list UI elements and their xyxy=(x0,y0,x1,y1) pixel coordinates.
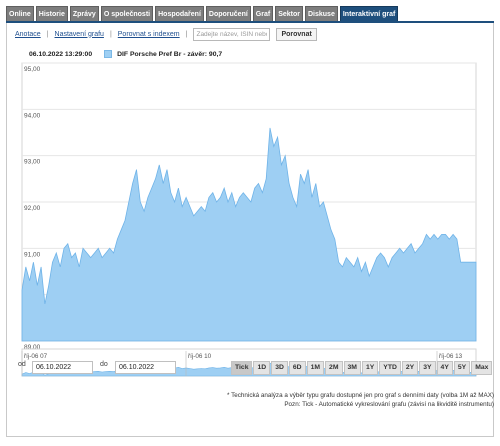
from-label: od xyxy=(18,361,26,368)
y-tick-label: 94,00 xyxy=(24,112,41,119)
chart-notes: * Technická analýza a výběr typu grafu d… xyxy=(227,392,494,409)
tab-doporuceni[interactable]: Doporučení xyxy=(205,6,251,22)
tab-underline xyxy=(6,21,494,23)
range-button-max[interactable]: Max xyxy=(471,361,493,375)
tab-hospodareni[interactable]: Hospodaření xyxy=(155,6,204,22)
separator: | xyxy=(185,30,188,38)
range-button-2m[interactable]: 2M xyxy=(325,361,343,375)
tab-interaktivni-graf[interactable]: Interaktivní graf xyxy=(339,6,399,22)
range-buttons: Tick 1D 3D 6D 1M 2M 3M 1Y YTD 2Y 3Y 4Y 5Y Max xyxy=(231,361,493,375)
compare-button[interactable]: Porovnat xyxy=(276,27,317,41)
note-technical-analysis: * Technická analýza a výběr typu grafu d… xyxy=(227,392,494,399)
to-label: do xyxy=(100,361,108,368)
legend-datetime: 06.10.2022 13:29:00 xyxy=(29,50,93,58)
analysis-link[interactable]: Anotace xyxy=(15,30,41,38)
range-button-3m[interactable]: 3M xyxy=(343,361,361,375)
tab-sektor[interactable]: Sektor xyxy=(275,6,303,22)
tab-zpravy[interactable]: Zprávy xyxy=(69,6,99,22)
tab-historie[interactable]: Historie xyxy=(35,6,68,22)
y-tick-label: 92,00 xyxy=(24,205,41,212)
date-from-input[interactable] xyxy=(32,361,93,374)
range-button-1m[interactable]: 1M xyxy=(306,361,325,375)
separator: | xyxy=(109,30,112,38)
date-to-input[interactable] xyxy=(115,361,176,374)
tab-o-spolecnosti[interactable]: O společnosti xyxy=(100,6,154,22)
note-tick: Pozn: Tick - Automatické vykreslování gr… xyxy=(284,400,494,408)
navigator-tick-label: říj-06 13 xyxy=(439,353,463,360)
navigator-tick-label: říj-06 07 xyxy=(24,353,48,360)
range-button-2y[interactable]: 2Y xyxy=(401,361,419,375)
range-button-6d[interactable]: 6D xyxy=(288,361,306,375)
compare-search-input[interactable] xyxy=(193,27,271,41)
compare-index-link[interactable]: Porovnat s indexem xyxy=(117,30,180,38)
tab-online[interactable]: Online xyxy=(6,6,34,22)
range-button-1d[interactable]: 1D xyxy=(253,361,271,375)
range-button-ytd[interactable]: YTD xyxy=(379,361,401,375)
tab-graf[interactable]: Graf xyxy=(252,6,274,22)
y-tick-label: 93,00 xyxy=(24,159,41,166)
legend-swatch xyxy=(104,50,113,58)
chart-toolbar: Anotace | Nastavení grafu | Porovnat s i… xyxy=(15,27,317,41)
y-tick-label: 89,00 xyxy=(24,344,41,351)
range-button-1y[interactable]: 1Y xyxy=(361,361,379,375)
navigator-tick-label: říj-06 10 xyxy=(188,353,212,360)
range-button-3d[interactable]: 3D xyxy=(271,361,288,375)
y-tick-label: 95,00 xyxy=(24,66,41,73)
range-button-3y[interactable]: 3Y xyxy=(419,361,436,375)
range-button-4y[interactable]: 4Y xyxy=(436,361,453,375)
legend-series-label: DIF Porsche Pref Br - závěr: 90,7 xyxy=(117,50,223,58)
tab-diskuse[interactable]: Diskuse xyxy=(305,6,338,22)
chart-panel: Anotace | Nastavení grafu | Porovnat s i… xyxy=(6,23,494,437)
price-area-series xyxy=(21,127,477,342)
range-button-5y[interactable]: 5Y xyxy=(453,361,471,375)
y-tick-label: 91,00 xyxy=(24,251,41,258)
tab-bar: Online Historie Zprávy O společnosti Hospoda… xyxy=(6,6,399,22)
chart-legend: 06.10.2022 13:29:00 DIF Porsche Pref Br … xyxy=(29,49,222,59)
chart-settings-link[interactable]: Nastavení grafu xyxy=(54,30,104,38)
range-button-tick[interactable]: Tick xyxy=(231,361,253,375)
separator: | xyxy=(46,30,49,38)
